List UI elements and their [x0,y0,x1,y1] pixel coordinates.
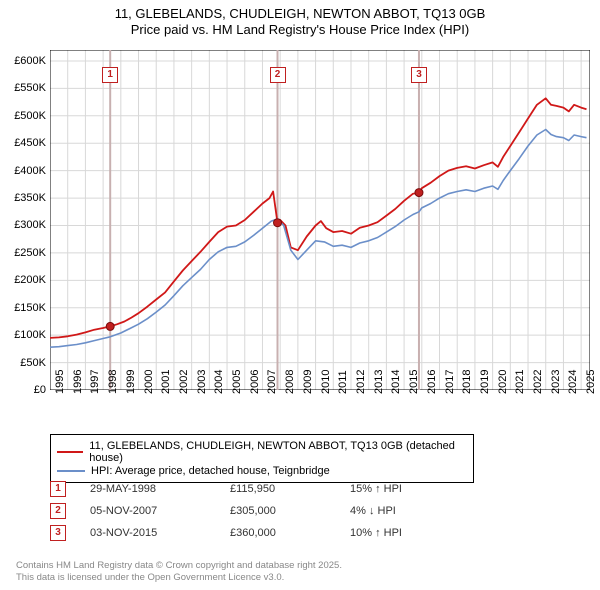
legend-row: HPI: Average price, detached house, Teig… [57,465,467,477]
sale-diff: 4% ↓ HPI [350,505,460,517]
sale-row: 3 03-NOV-2015£360,00010% ↑ HPI [50,522,460,544]
sale-marker-3: 3 [411,67,427,83]
x-tick-label: 2004 [213,370,225,394]
sale-price: £115,950 [230,483,350,495]
x-tick-label: 1997 [89,370,101,394]
x-tick-label: 2019 [479,370,491,394]
x-tick-label: 2010 [320,370,332,394]
y-tick-label: £450K [14,137,46,149]
y-tick-label: £400K [14,165,46,177]
y-tick-label: £50K [20,357,46,369]
y-tick-label: £500K [14,110,46,122]
x-tick-label: 2013 [373,370,385,394]
x-tick-label: 2020 [497,370,509,394]
x-tick-label: 1995 [54,370,66,394]
x-tick-label: 2015 [408,370,420,394]
legend-label: 11, GLEBELANDS, CHUDLEIGH, NEWTON ABBOT,… [89,440,467,464]
sale-row: 1 29-MAY-1998£115,95015% ↑ HPI [50,478,460,500]
x-tick-label: 2018 [461,370,473,394]
title-block: 11, GLEBELANDS, CHUDLEIGH, NEWTON ABBOT,… [0,0,600,39]
x-tick-label: 2002 [178,370,190,394]
sale-row: 2 05-NOV-2007£305,0004% ↓ HPI [50,500,460,522]
sale-marker-1: 1 [102,67,118,83]
x-tick-label: 2005 [231,370,243,394]
x-tick-label: 1996 [72,370,84,394]
title-line-2: Price paid vs. HM Land Registry's House … [0,22,600,38]
x-tick-label: 2009 [302,370,314,394]
x-tick-label: 2025 [585,370,597,394]
x-tick-label: 2023 [550,370,562,394]
x-tick-label: 2006 [249,370,261,394]
x-tick-label: 1998 [107,370,119,394]
x-tick-label: 2024 [567,370,579,394]
y-tick-label: £550K [14,82,46,94]
x-tick-label: 2017 [444,370,456,394]
x-tick-label: 2003 [196,370,208,394]
footer-attribution: Contains HM Land Registry data © Crown c… [16,560,342,584]
x-tick-label: 2021 [514,370,526,394]
sale-date: 05-NOV-2007 [90,505,230,517]
sale-price: £305,000 [230,505,350,517]
y-tick-label: £0 [34,384,46,396]
chart-container: 11, GLEBELANDS, CHUDLEIGH, NEWTON ABBOT,… [0,0,600,590]
sale-marker-2: 2 [270,67,286,83]
x-tick-label: 2012 [355,370,367,394]
x-tick-label: 2008 [284,370,296,394]
sale-diff: 10% ↑ HPI [350,527,460,539]
sale-marker-ref-3: 3 [50,525,66,541]
x-tick-label: 2014 [390,370,402,394]
sale-marker-ref-2: 2 [50,503,66,519]
x-tick-label: 2001 [160,370,172,394]
legend-swatch [57,451,83,453]
legend: 11, GLEBELANDS, CHUDLEIGH, NEWTON ABBOT,… [50,434,474,483]
legend-label: HPI: Average price, detached house, Teig… [91,465,330,477]
y-tick-label: £200K [14,274,46,286]
y-tick-label: £100K [14,329,46,341]
x-tick-label: 2007 [266,370,278,394]
legend-swatch [57,470,85,472]
chart-area: £0£50K£100K£150K£200K£250K£300K£350K£400… [50,50,590,390]
sale-date: 03-NOV-2015 [90,527,230,539]
footer-line-1: Contains HM Land Registry data © Crown c… [16,560,342,572]
sale-marker-ref-1: 1 [50,481,66,497]
sale-diff: 15% ↑ HPI [350,483,460,495]
y-tick-label: £350K [14,192,46,204]
title-line-1: 11, GLEBELANDS, CHUDLEIGH, NEWTON ABBOT,… [0,6,600,22]
x-tick-label: 2016 [426,370,438,394]
sales-table: 1 29-MAY-1998£115,95015% ↑ HPI 2 05-NOV-200… [50,478,460,544]
chart-svg [50,50,590,390]
footer-line-2: This data is licensed under the Open Gov… [16,572,342,584]
y-tick-label: £300K [14,219,46,231]
y-tick-label: £600K [14,55,46,67]
legend-row: 11, GLEBELANDS, CHUDLEIGH, NEWTON ABBOT,… [57,440,467,464]
sale-date: 29-MAY-1998 [90,483,230,495]
y-tick-label: £250K [14,247,46,259]
x-tick-label: 1999 [125,370,137,394]
x-tick-label: 2022 [532,370,544,394]
x-tick-label: 2011 [337,370,349,394]
sale-price: £360,000 [230,527,350,539]
y-tick-label: £150K [14,302,46,314]
x-tick-label: 2000 [143,370,155,394]
